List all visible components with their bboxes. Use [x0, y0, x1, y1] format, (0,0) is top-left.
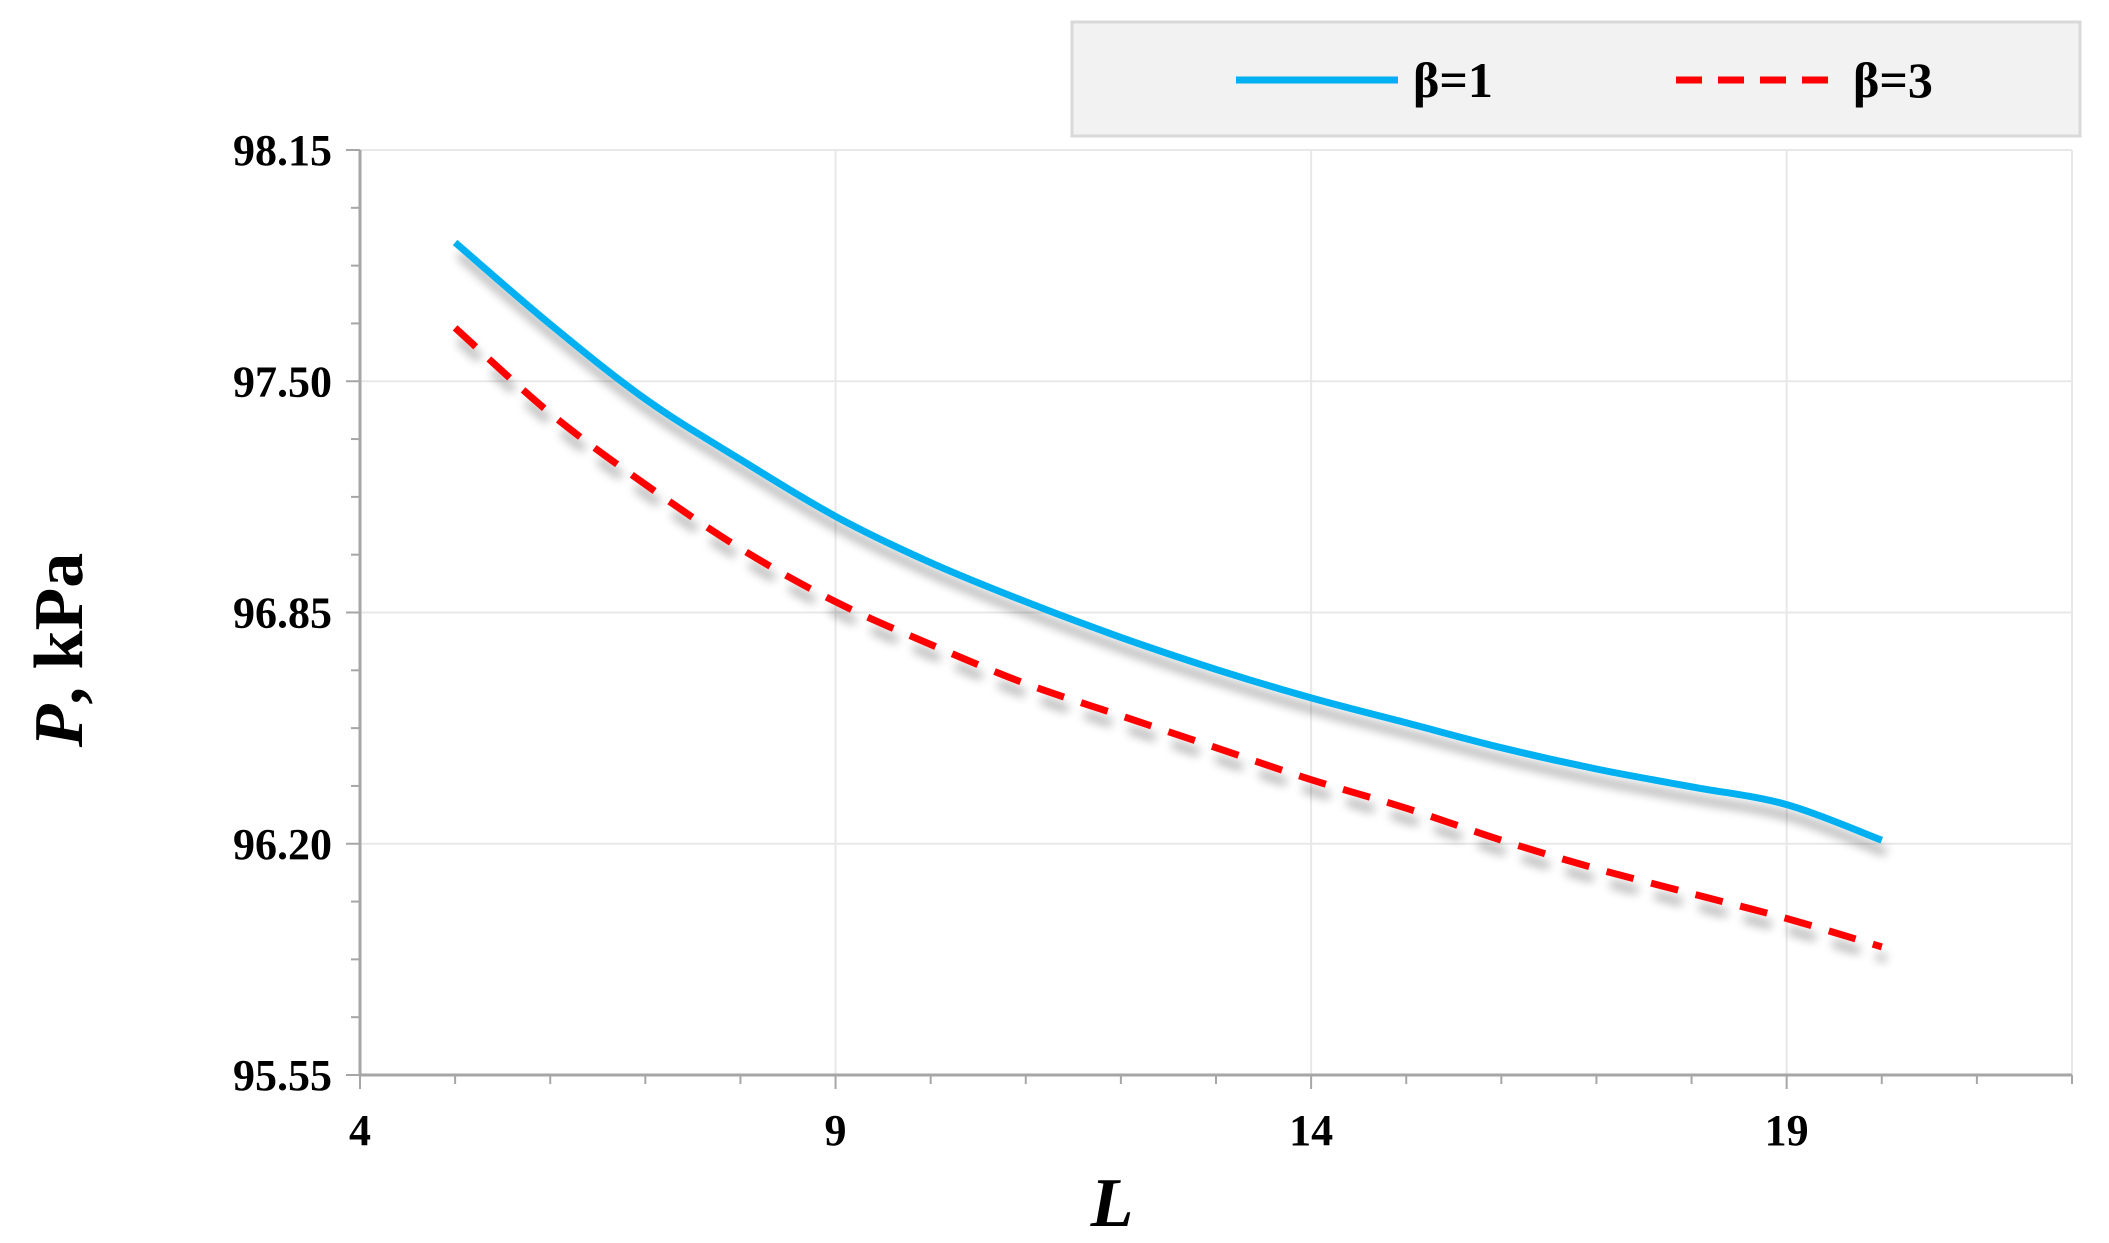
legend: β=1 β=3 — [1070, 20, 2082, 138]
x-tick-label: 14 — [1289, 1106, 1333, 1155]
series-line-beta-3 — [452, 325, 1883, 951]
y-tick-label: 96.85 — [233, 589, 332, 638]
y-axis-title-variable: P — [21, 703, 98, 748]
y-tick-label: 96.20 — [233, 820, 332, 869]
series-line-beta-1 — [452, 239, 1884, 844]
y-axis-title: P, kPa — [21, 553, 98, 748]
y-axis-title-unit: , kPa — [21, 553, 98, 705]
y-tick-label: 97.50 — [233, 357, 332, 406]
axes — [346, 149, 2073, 1089]
x-tick-label: 9 — [825, 1106, 847, 1155]
legend-label-beta-3: β=3 — [1853, 52, 1933, 108]
x-tick-label: 4 — [349, 1106, 371, 1155]
x-axis-title: L — [1090, 1165, 1134, 1238]
y-tick-label: 95.55 — [233, 1051, 332, 1100]
legend-label-beta-1: β=1 — [1413, 52, 1493, 108]
series-lines — [452, 239, 1884, 951]
tick-labels: 95.55 96.20 96.85 97.50 98.15 4 9 14 19 — [233, 126, 1809, 1155]
x-tick-label: 19 — [1765, 1106, 1809, 1155]
y-tick-label: 98.15 — [233, 126, 332, 175]
